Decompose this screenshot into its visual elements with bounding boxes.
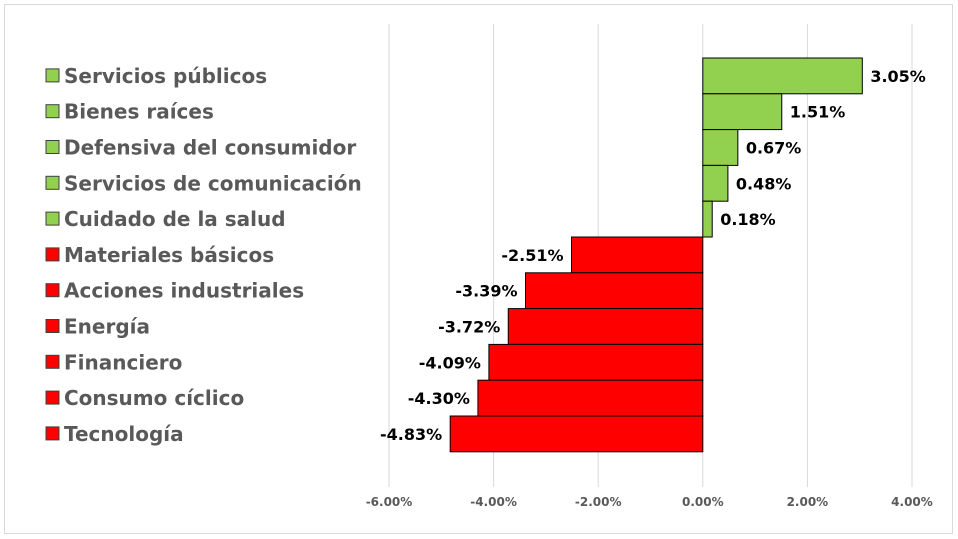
bar-servicios-de-comunicacion xyxy=(702,164,729,202)
bar-financiero xyxy=(488,343,704,381)
bar-cuidado-de-la-salud xyxy=(702,200,713,238)
legend-swatch xyxy=(45,211,60,226)
x-tick-label: -2.00% xyxy=(575,495,622,509)
legend-label: Financiero xyxy=(64,350,182,374)
data-label: -4.30% xyxy=(408,389,470,408)
legend-label: Bienes raíces xyxy=(64,100,214,124)
data-label: 1.51% xyxy=(790,103,846,122)
legend-swatch xyxy=(45,104,60,119)
x-tick-label: 0.00% xyxy=(682,495,724,509)
legend-swatch xyxy=(45,247,60,262)
legend-swatch xyxy=(45,319,60,333)
x-tick-label: 4.00% xyxy=(891,495,933,509)
legend-label: Materiales básicos xyxy=(64,243,274,267)
legend-swatch xyxy=(45,390,60,405)
bar-tecnologia xyxy=(449,415,704,453)
data-label: -4.09% xyxy=(419,353,481,372)
bar-bienes-raices xyxy=(702,93,783,131)
data-labels: 3.05% 1.51% 0.67% 0.48% 0.18% -2.51% -3.39% -3.… xyxy=(380,67,926,444)
bar-defensiva-del-consumidor xyxy=(702,129,739,166)
legend-label: Servicios públicos xyxy=(64,64,267,88)
legend-swatch xyxy=(45,426,60,441)
legend-swatch xyxy=(45,354,60,369)
x-axis-ticks: -6.00% -4.00% -2.00% 0.00% 2.00% 4.00% xyxy=(366,495,933,509)
legend-swatch xyxy=(45,175,60,190)
data-label: 0.18% xyxy=(720,210,776,229)
legend-label: Servicios de comunicación xyxy=(64,171,362,195)
data-label: 0.48% xyxy=(736,174,792,193)
data-label: -2.51% xyxy=(501,246,563,265)
legend-label: Consumo cíclico xyxy=(64,386,244,410)
legend-swatch xyxy=(45,283,60,298)
bar-materiales-basicos xyxy=(571,236,704,274)
legend-swatch xyxy=(45,140,60,154)
legend-label: Defensiva del consumidor xyxy=(64,136,356,160)
data-label: 0.67% xyxy=(746,139,802,158)
data-label: -3.39% xyxy=(455,282,517,301)
x-tick-label: -6.00% xyxy=(366,495,413,509)
bar-servicios-publicos xyxy=(702,57,863,95)
bar-consumo-ciclico xyxy=(477,379,704,417)
data-label: 3.05% xyxy=(870,67,926,86)
data-label: -4.83% xyxy=(380,425,442,444)
x-tick-label: 2.00% xyxy=(787,495,829,509)
data-label: -3.72% xyxy=(438,318,500,337)
x-tick-label: -4.00% xyxy=(470,495,517,509)
legend-swatch xyxy=(45,68,60,83)
legend: Servicios públicos Bienes raíces Defensiva… xyxy=(45,64,362,446)
legend-label: Energía xyxy=(64,315,150,339)
legend-label: Cuidado de la salud xyxy=(64,207,286,231)
bar-acciones-industriales xyxy=(525,272,704,310)
bar-energia xyxy=(507,308,704,345)
legend-label: Tecnología xyxy=(64,422,184,446)
bars xyxy=(449,57,863,453)
legend-label: Acciones industriales xyxy=(64,279,304,303)
